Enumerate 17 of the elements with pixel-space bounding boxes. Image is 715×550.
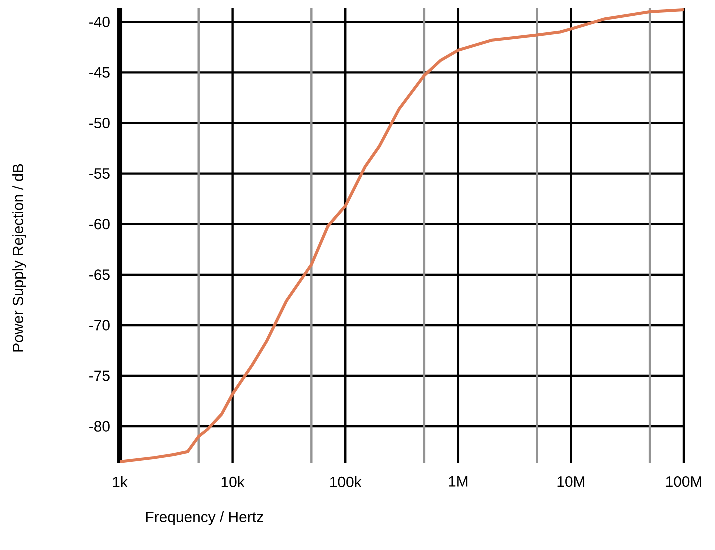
y-tick-label: -55: [90, 168, 110, 180]
x-axis-title: Frequency / Hertz: [146, 512, 264, 526]
x-tick-label: 100k: [330, 476, 362, 488]
y-tick-label: -65: [90, 270, 110, 280]
x-tick-label: 10M: [558, 476, 585, 488]
x-tick-label: 10k: [222, 476, 245, 488]
y-tick-label: -40: [90, 16, 110, 28]
y-tick-label: -75: [90, 370, 110, 382]
x-tick-label: 1M: [449, 476, 468, 487]
y-tick-label: -50: [90, 118, 110, 129]
y-tick-label: -70: [90, 320, 110, 331]
y-tick-label: -45: [90, 67, 110, 78]
y-axis-title: Power Supply Rejection / dB: [12, 164, 26, 352]
y-tick-label: -60: [90, 219, 110, 230]
x-tick-label: 1k: [113, 476, 128, 488]
y-tick-label: -80: [90, 421, 110, 432]
x-tick-label: 100M: [666, 476, 702, 488]
